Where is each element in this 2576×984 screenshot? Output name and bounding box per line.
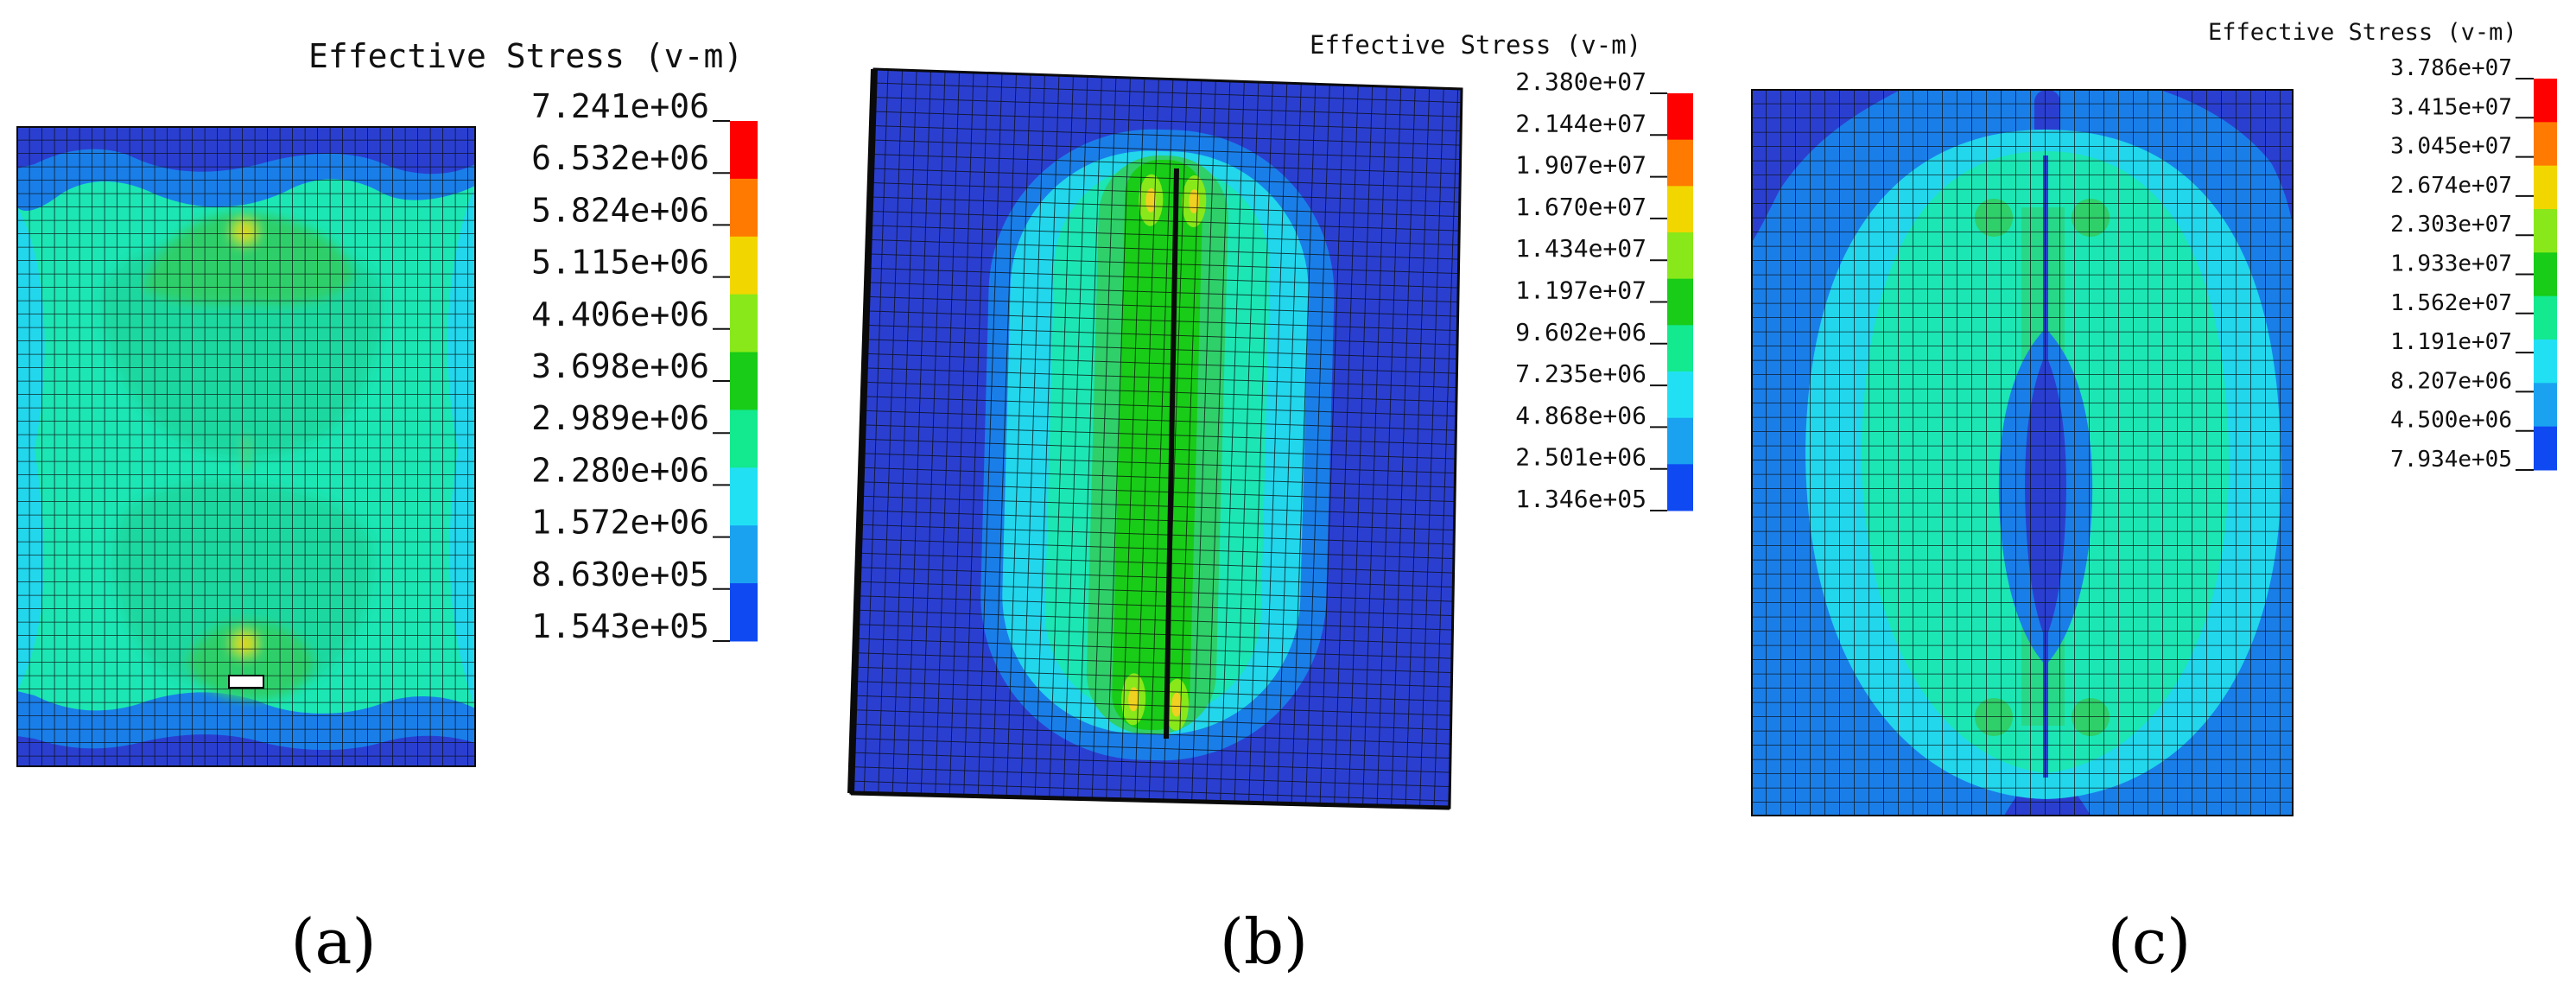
colorbar-segment [730, 121, 758, 180]
legend-a-title: Effective Stress (v-m) [308, 37, 743, 75]
colorbar-segment [1667, 417, 1693, 465]
legend-a-colorbar [730, 121, 758, 642]
legend-tick-label: 2.144e+07 [1515, 109, 1646, 137]
legend-tick-label: 2.989e+06 [531, 399, 709, 437]
panel-c [1751, 89, 2294, 816]
colorbar-segment [1667, 371, 1693, 419]
colorbar-segment [2534, 426, 2557, 471]
legend-tick-label: 1.543e+05 [531, 607, 709, 645]
legend-tick-label: 7.235e+06 [1515, 359, 1646, 388]
legend-tick-label: 5.824e+06 [531, 191, 709, 229]
colorbar-segment [1667, 278, 1693, 326]
legend-tick-label: 3.415e+07 [2390, 94, 2512, 120]
legend-tick-label: 7.241e+06 [531, 87, 709, 125]
panel-c-contour [1752, 90, 2293, 816]
legend-tick-label: 1.572e+06 [531, 504, 709, 542]
legend-tick-label: 4.500e+06 [2390, 408, 2512, 434]
legend-tick-label: 1.933e+07 [2390, 251, 2512, 277]
legend-tick-label: 1.562e+07 [2390, 290, 2512, 316]
colorbar-segment [730, 236, 758, 295]
legend-tick-label: 1.907e+07 [1515, 151, 1646, 180]
colorbar-segment [2534, 122, 2557, 167]
colorbar-segment [730, 525, 758, 584]
legend-tick-label: 3.786e+07 [2390, 55, 2512, 81]
legend-tick-label: 1.197e+07 [1515, 276, 1646, 305]
legend-b-colorbar [1667, 93, 1693, 511]
colorbar-segment [730, 352, 758, 410]
legend-tick-label: 1.191e+07 [2390, 329, 2512, 355]
panel-b-contour [851, 69, 1462, 808]
colorbar-segment [1667, 464, 1693, 511]
legend-tick-label: 1.434e+07 [1515, 234, 1646, 263]
legend-tick-label: 5.115e+06 [531, 244, 709, 282]
legend-tick-label: 3.698e+06 [531, 347, 709, 385]
colorbar-segment [2534, 79, 2557, 123]
legend-c: Effective Stress (v-m) 3.786e+07 3.415e+0… [2208, 19, 2557, 473]
panel-a-contour [17, 127, 475, 766]
colorbar-segment [730, 178, 758, 238]
legend-tick-label: 8.630e+05 [531, 555, 709, 594]
legend-tick-label: 8.207e+06 [2390, 368, 2512, 394]
colorbar-segment [2534, 383, 2557, 428]
colorbar-segment [730, 294, 758, 353]
legend-tick-label: 6.532e+06 [531, 139, 709, 177]
legend-a-ticks: 7.241e+06 6.532e+06 5.824e+06 5.115e+06 4.40… [531, 87, 730, 645]
legend-tick-label: 2.303e+07 [2390, 212, 2512, 238]
legend-tick-label: 1.670e+07 [1515, 193, 1646, 221]
legend-tick-label: 7.934e+05 [2390, 447, 2512, 473]
legend-tick-label: 9.602e+06 [1515, 318, 1646, 346]
panel-a [16, 126, 476, 767]
panel-a-label: (a) [290, 905, 376, 978]
colorbar-segment [1667, 186, 1693, 233]
colorbar-segment [730, 583, 758, 642]
legend-b-ticks: 2.380e+07 2.144e+07 1.907e+07 1.670e+07 1.43… [1515, 67, 1667, 513]
colorbar-segment [1667, 139, 1693, 187]
colorbar-segment [2534, 295, 2557, 340]
colorbar-segment [1667, 93, 1693, 141]
legend-tick-label: 4.406e+06 [531, 295, 709, 333]
legend-tick-label: 2.380e+07 [1515, 67, 1646, 96]
colorbar-segment [1667, 325, 1693, 372]
legend-a: Effective Stress (v-m) 7.241e+06 6.532e+0… [308, 37, 758, 645]
colorbar-segment [2534, 165, 2557, 210]
colorbar-segment [2534, 340, 2557, 384]
legend-b: Effective Stress (v-m) 2.380e+07 2.144e+0… [1310, 30, 1693, 513]
legend-tick-label: 4.868e+06 [1515, 401, 1646, 429]
legend-c-colorbar [2534, 79, 2557, 471]
panel-c-label: (c) [2108, 905, 2192, 978]
colorbar-segment [2534, 209, 2557, 253]
colorbar-segment [730, 409, 758, 468]
colorbar-segment [1667, 232, 1693, 280]
legend-tick-label: 2.674e+07 [2390, 173, 2512, 199]
legend-tick-label: 2.501e+06 [1515, 443, 1646, 472]
panel-b-label: (b) [1220, 905, 1308, 978]
legend-tick-label: 3.045e+07 [2390, 134, 2512, 160]
legend-c-ticks: 3.786e+07 3.415e+07 3.045e+07 2.674e+07 2.30… [2390, 55, 2534, 473]
colorbar-segment [730, 467, 758, 526]
legend-b-title: Effective Stress (v-m) [1310, 30, 1641, 60]
colorbar-segment [2534, 252, 2557, 297]
legend-tick-label: 1.346e+05 [1515, 485, 1646, 513]
panel-b [847, 67, 1463, 810]
legend-tick-label: 2.280e+06 [531, 451, 709, 489]
legend-c-title: Effective Stress (v-m) [2208, 19, 2517, 46]
